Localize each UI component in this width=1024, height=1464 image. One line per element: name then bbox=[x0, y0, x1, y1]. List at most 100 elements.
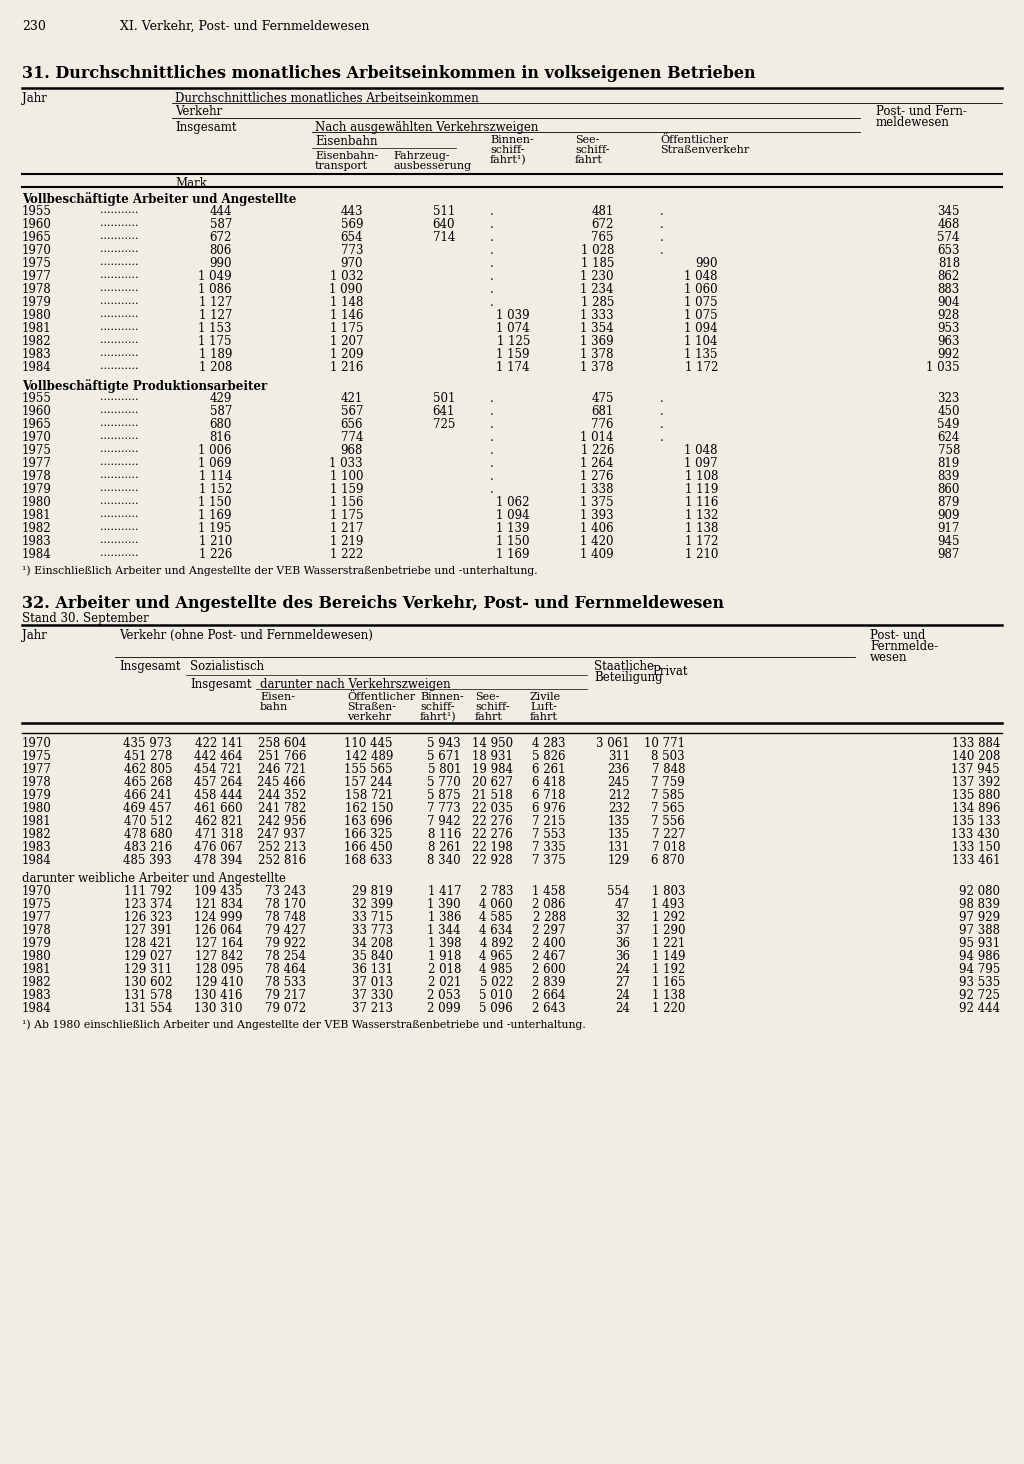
Text: 129 410: 129 410 bbox=[195, 976, 243, 990]
Text: 230: 230 bbox=[22, 20, 46, 34]
Text: 501: 501 bbox=[432, 392, 455, 406]
Text: 1980: 1980 bbox=[22, 496, 52, 509]
Text: 1978: 1978 bbox=[22, 470, 52, 483]
Text: 1 406: 1 406 bbox=[581, 523, 614, 534]
Text: 466 241: 466 241 bbox=[124, 789, 172, 802]
Text: 1965: 1965 bbox=[22, 231, 52, 244]
Text: 1 220: 1 220 bbox=[651, 1001, 685, 1015]
Text: 37 330: 37 330 bbox=[352, 990, 393, 1001]
Text: ...........: ........... bbox=[100, 309, 138, 319]
Text: 1 048: 1 048 bbox=[684, 269, 718, 283]
Text: 155 565: 155 565 bbox=[344, 763, 393, 776]
Text: 166 325: 166 325 bbox=[344, 829, 393, 840]
Text: 37 213: 37 213 bbox=[352, 1001, 393, 1015]
Text: 1984: 1984 bbox=[22, 854, 52, 867]
Text: .: . bbox=[490, 231, 494, 244]
Text: 475: 475 bbox=[592, 392, 614, 406]
Text: ...........: ........... bbox=[100, 419, 138, 427]
Text: 1 014: 1 014 bbox=[581, 430, 614, 444]
Text: 862: 862 bbox=[938, 269, 961, 283]
Text: 1 069: 1 069 bbox=[199, 457, 232, 470]
Text: 1 175: 1 175 bbox=[330, 322, 362, 335]
Text: 1977: 1977 bbox=[22, 911, 52, 924]
Text: .: . bbox=[660, 430, 664, 444]
Text: 8 340: 8 340 bbox=[427, 854, 461, 867]
Text: ...........: ........... bbox=[100, 548, 138, 558]
Text: 109 435: 109 435 bbox=[195, 886, 243, 897]
Text: 1 149: 1 149 bbox=[651, 950, 685, 963]
Text: meldewesen: meldewesen bbox=[876, 116, 950, 129]
Text: 73 243: 73 243 bbox=[265, 886, 306, 897]
Text: 22 276: 22 276 bbox=[472, 815, 513, 829]
Text: 1 493: 1 493 bbox=[651, 897, 685, 911]
Text: 2 297: 2 297 bbox=[532, 924, 566, 937]
Text: ...........: ........... bbox=[100, 205, 138, 215]
Text: 22 928: 22 928 bbox=[472, 854, 513, 867]
Text: 904: 904 bbox=[938, 296, 961, 309]
Text: 1 172: 1 172 bbox=[685, 362, 718, 373]
Text: 1977: 1977 bbox=[22, 457, 52, 470]
Text: 22 198: 22 198 bbox=[472, 840, 513, 854]
Text: 1 062: 1 062 bbox=[497, 496, 530, 509]
Text: Luft-: Luft- bbox=[530, 703, 557, 712]
Text: 135: 135 bbox=[607, 829, 630, 840]
Text: 1 097: 1 097 bbox=[684, 457, 718, 470]
Text: 640: 640 bbox=[432, 218, 455, 231]
Text: 511: 511 bbox=[433, 205, 455, 218]
Text: .: . bbox=[660, 392, 664, 406]
Text: 1975: 1975 bbox=[22, 750, 52, 763]
Text: .: . bbox=[490, 296, 494, 309]
Text: 130 416: 130 416 bbox=[195, 990, 243, 1001]
Text: ...........: ........... bbox=[100, 231, 138, 242]
Text: 1 230: 1 230 bbox=[581, 269, 614, 283]
Text: 98 839: 98 839 bbox=[959, 897, 1000, 911]
Text: 1 146: 1 146 bbox=[330, 309, 362, 322]
Text: 19 984: 19 984 bbox=[472, 763, 513, 776]
Text: 1 127: 1 127 bbox=[199, 296, 232, 309]
Text: Straßen-: Straßen- bbox=[347, 703, 396, 712]
Text: 2 018: 2 018 bbox=[428, 963, 461, 976]
Text: 774: 774 bbox=[341, 430, 362, 444]
Text: 1977: 1977 bbox=[22, 269, 52, 283]
Text: 1977: 1977 bbox=[22, 763, 52, 776]
Text: 1983: 1983 bbox=[22, 840, 52, 854]
Text: Zivile: Zivile bbox=[530, 692, 561, 703]
Text: 14 950: 14 950 bbox=[472, 736, 513, 750]
Text: 133 884: 133 884 bbox=[951, 736, 1000, 750]
Text: fahrt: fahrt bbox=[530, 712, 558, 722]
Text: 1 234: 1 234 bbox=[581, 283, 614, 296]
Text: 672: 672 bbox=[592, 218, 614, 231]
Text: Sozialistisch: Sozialistisch bbox=[190, 660, 264, 673]
Text: 990: 990 bbox=[210, 258, 232, 269]
Text: 131 578: 131 578 bbox=[124, 990, 172, 1001]
Text: ...........: ........... bbox=[100, 470, 138, 480]
Text: 970: 970 bbox=[341, 258, 362, 269]
Text: 4 283: 4 283 bbox=[532, 736, 566, 750]
Text: 1978: 1978 bbox=[22, 924, 52, 937]
Text: 4 634: 4 634 bbox=[479, 924, 513, 937]
Text: 816: 816 bbox=[210, 430, 232, 444]
Text: 241 782: 241 782 bbox=[258, 802, 306, 815]
Text: 127 164: 127 164 bbox=[195, 937, 243, 950]
Text: Stand 30. September: Stand 30. September bbox=[22, 612, 148, 625]
Text: 10 771: 10 771 bbox=[644, 736, 685, 750]
Text: 953: 953 bbox=[938, 322, 961, 335]
Text: 574: 574 bbox=[938, 231, 961, 244]
Text: 2 643: 2 643 bbox=[532, 1001, 566, 1015]
Text: 131 554: 131 554 bbox=[124, 1001, 172, 1015]
Text: 33 773: 33 773 bbox=[352, 924, 393, 937]
Text: 92 444: 92 444 bbox=[958, 1001, 1000, 1015]
Text: 1 417: 1 417 bbox=[427, 886, 461, 897]
Text: ...........: ........... bbox=[100, 218, 138, 228]
Text: Insgesamt: Insgesamt bbox=[175, 122, 237, 135]
Text: 1 333: 1 333 bbox=[581, 309, 614, 322]
Text: .: . bbox=[490, 244, 494, 258]
Text: 1 165: 1 165 bbox=[651, 976, 685, 990]
Text: 2 400: 2 400 bbox=[532, 937, 566, 950]
Text: 485 393: 485 393 bbox=[123, 854, 172, 867]
Text: 1955: 1955 bbox=[22, 205, 52, 218]
Text: 18 931: 18 931 bbox=[472, 750, 513, 763]
Text: 1982: 1982 bbox=[22, 335, 51, 348]
Text: 1 344: 1 344 bbox=[427, 924, 461, 937]
Text: Binnen-: Binnen- bbox=[490, 135, 534, 145]
